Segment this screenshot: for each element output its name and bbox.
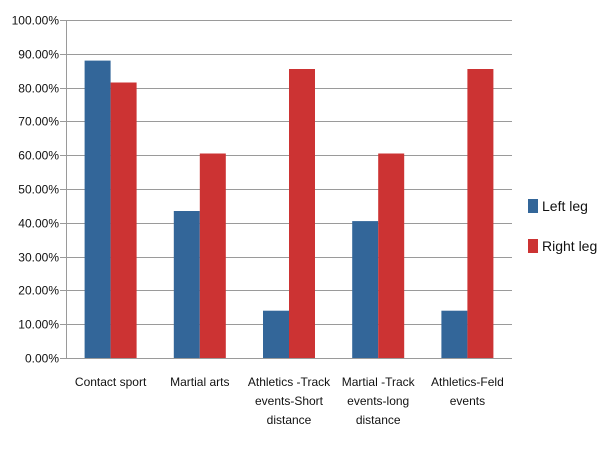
x-tick-label: Athletics-Feld events — [431, 375, 504, 408]
axes — [60, 20, 512, 359]
bar-right-leg — [467, 69, 494, 358]
y-tick-label: 30.00% — [18, 251, 59, 265]
legend-item-right-leg: Right leg — [528, 238, 597, 254]
y-tick-label: 90.00% — [18, 48, 59, 62]
y-tick-label: 70.00% — [18, 115, 59, 129]
y-tick-label: 0.00% — [25, 352, 59, 366]
bar-left-leg — [173, 211, 200, 358]
bar-right-leg — [289, 69, 315, 358]
x-tick-label: Martial arts — [170, 375, 229, 389]
legend-label-right-leg: Right leg — [542, 238, 598, 254]
y-tick-label: 50.00% — [18, 183, 59, 197]
bar-right-leg — [110, 82, 137, 358]
x-tick-labels: Contact sport Martial arts Athletics -Trac… — [75, 375, 504, 427]
y-tick-label: 100.00% — [12, 14, 60, 28]
legend: Left leg Right leg — [528, 198, 597, 278]
legend-swatch-right-leg — [528, 239, 538, 253]
legend-swatch-left-leg — [528, 199, 538, 213]
legend-label-left-leg: Left leg — [542, 198, 588, 214]
bar-left-leg — [441, 310, 468, 358]
x-tick-label: Martial -Track events-long distance — [342, 375, 416, 427]
y-tick-label: 20.00% — [18, 284, 59, 298]
bars — [84, 60, 494, 358]
bar-right-leg — [199, 153, 226, 358]
bar-right-leg — [378, 153, 405, 358]
y-tick-labels: 0.00% 10.00% 20.00% 30.00% 40.00% 50.00% 60.00… — [12, 14, 60, 366]
x-tick-label: Contact sport — [75, 375, 147, 389]
bar-left-leg — [263, 310, 289, 358]
legend-item-left-leg: Left leg — [528, 198, 597, 214]
y-tick-label: 10.00% — [18, 318, 59, 332]
y-tick-label: 60.00% — [18, 149, 59, 163]
y-tick-label: 40.00% — [18, 217, 59, 231]
x-tick-label: Athletics -Track events-Short distance — [248, 375, 331, 427]
y-tick-label: 80.00% — [18, 82, 59, 96]
bar-left-leg — [352, 221, 379, 358]
bar-left-leg — [84, 60, 111, 358]
